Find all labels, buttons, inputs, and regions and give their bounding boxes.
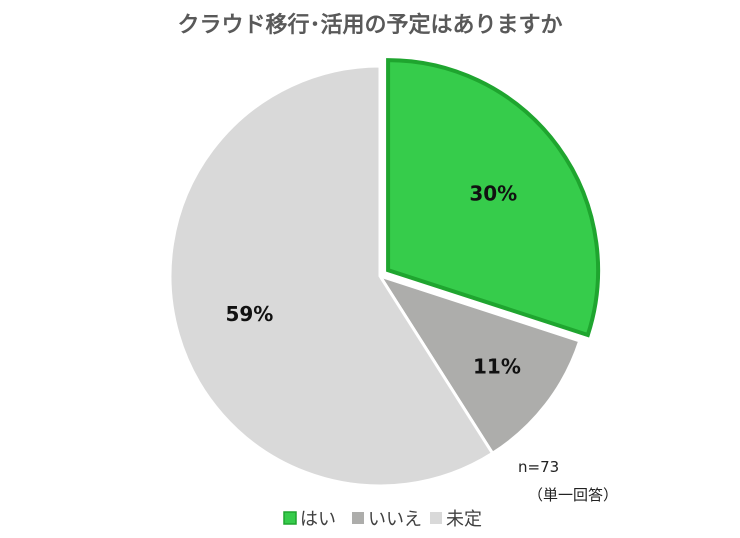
chart-title: クラウド移行･活用の予定はありますか bbox=[177, 12, 562, 38]
legend-label-1: はい bbox=[300, 509, 336, 530]
legend-swatch-1 bbox=[283, 511, 297, 525]
sample-size-note: n=73 bbox=[518, 458, 559, 476]
legend-label-2: いいえ bbox=[368, 509, 422, 530]
pie-data-label-2: 11% bbox=[473, 355, 521, 379]
pie-data-label-1: 30% bbox=[469, 182, 517, 206]
legend: はい いいえ 未定 bbox=[283, 509, 482, 530]
pie-slice-2 bbox=[376, 273, 582, 456]
answer-type-note: （単一回答） bbox=[528, 486, 618, 504]
pie-data-label-3: 59% bbox=[225, 302, 273, 326]
pie-data-labels: 30% 11% 59% bbox=[225, 182, 520, 379]
pie-slices bbox=[168, 58, 601, 488]
pie-slice-1 bbox=[386, 58, 601, 338]
pie-slice-3 bbox=[168, 64, 495, 488]
legend-label-3: 未定 bbox=[446, 509, 482, 530]
legend-swatch-3 bbox=[430, 512, 442, 524]
legend-swatch-2 bbox=[352, 512, 364, 524]
